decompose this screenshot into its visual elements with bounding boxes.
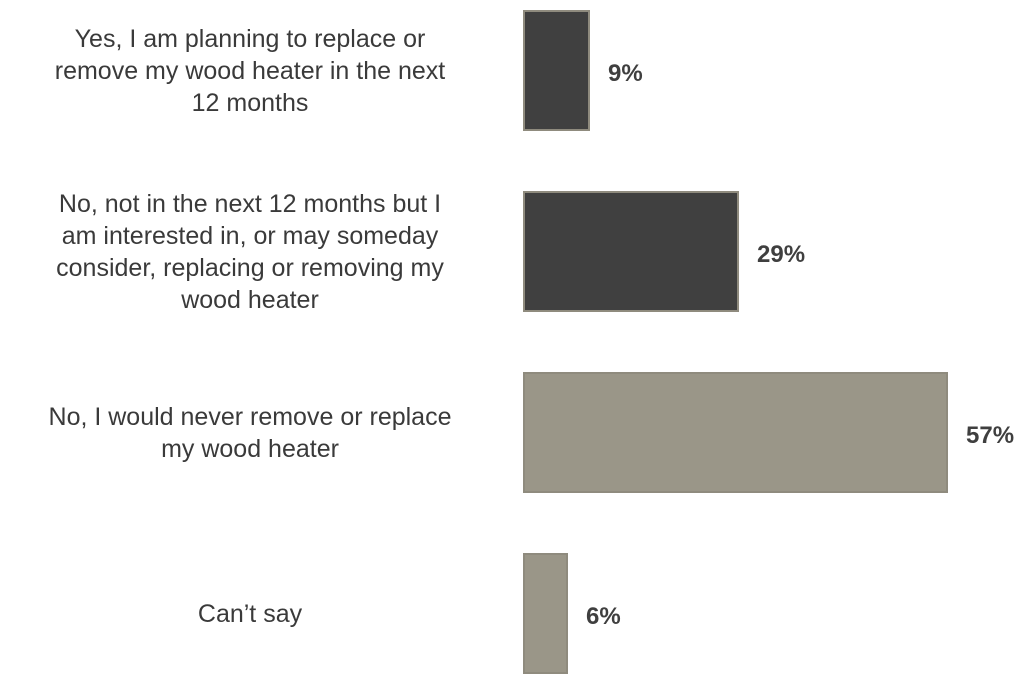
- category-label-line: consider, replacing or removing my: [56, 253, 444, 282]
- bar-3: [523, 372, 948, 493]
- category-label-line: wood heater: [181, 285, 319, 314]
- category-label-line: my wood heater: [161, 434, 339, 463]
- category-label-line: No, I would never remove or replace: [48, 402, 452, 431]
- category-label-line: Can’t say: [197, 599, 303, 628]
- bar-2: [523, 191, 739, 312]
- category-label-1: Yes, I am planning to replace or remove m…: [0, 23, 500, 119]
- category-label-line: am interested in, or may someday: [61, 221, 439, 250]
- category-label-line: remove my wood heater in the next: [54, 56, 446, 85]
- value-label-3: 57%: [966, 421, 1015, 449]
- value-label-1: 9%: [608, 59, 643, 87]
- category-label-4: Can’t say: [0, 598, 500, 630]
- category-label-line: Yes, I am planning to replace or: [74, 24, 426, 53]
- category-label-line: No, not in the next 12 months but I: [58, 189, 442, 218]
- value-label-4: 6%: [586, 602, 621, 630]
- bar-4: [523, 553, 568, 674]
- category-label-line: 12 months: [191, 88, 309, 117]
- bar-1: [523, 10, 590, 131]
- category-label-3: No, I would never remove or replace my wo…: [0, 401, 500, 465]
- value-label-2: 29%: [757, 240, 806, 268]
- category-label-2: No, not in the next 12 months but I am in…: [0, 188, 500, 316]
